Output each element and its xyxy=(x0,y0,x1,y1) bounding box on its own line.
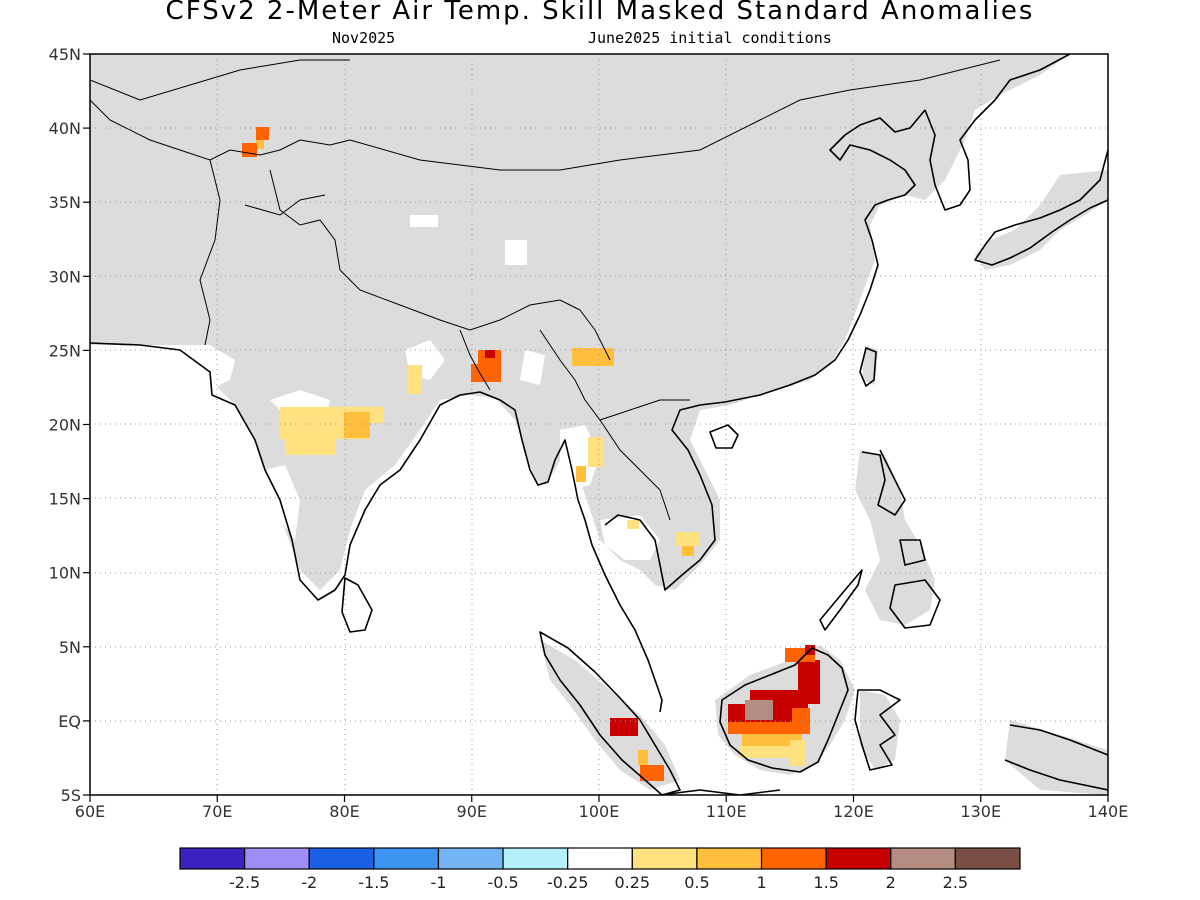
x-tick-label: 110E xyxy=(706,802,747,821)
y-tick-label: 10N xyxy=(49,564,81,583)
colorbar-swatch xyxy=(567,847,633,870)
colorbar-swatch xyxy=(954,847,1021,870)
country-borders xyxy=(90,59,1001,521)
colorbar-swatch xyxy=(179,847,246,870)
coastlines xyxy=(90,54,1108,795)
colorbar-swatch xyxy=(437,847,504,870)
colorbar-swatch xyxy=(696,847,763,870)
x-axis: 60E 70E 80E 90E 100E 110E 120E 130E 140E xyxy=(75,795,1129,821)
x-tick-label: 120E xyxy=(833,802,874,821)
colorbar-label: 1 xyxy=(756,873,766,892)
y-tick-label: 20N xyxy=(49,416,81,435)
y-tick-label: 15N xyxy=(49,490,81,509)
anomaly-cells xyxy=(242,127,820,781)
masked-land-newguinea xyxy=(1005,720,1108,795)
unmasked-gap xyxy=(90,345,235,390)
unmasked-gap xyxy=(265,465,300,540)
y-axis: 45N 40N 35N 30N 25N 20N 15N 10N 5N EQ 5S xyxy=(49,45,90,805)
colorbar-swatch xyxy=(308,847,375,870)
masked-land-sulawesi xyxy=(860,690,900,770)
x-tick-label: 80E xyxy=(329,802,359,821)
colorbar-swatch xyxy=(502,847,569,870)
colorbar-label: -2.5 xyxy=(229,873,260,892)
unmasked-gap xyxy=(410,215,438,227)
colorbar-label: 2.5 xyxy=(943,873,968,892)
colorbar-swatch xyxy=(825,847,892,870)
x-tick-label: 60E xyxy=(75,802,105,821)
colorbar-label: 1.5 xyxy=(813,873,838,892)
colorbar-swatch xyxy=(890,847,956,870)
y-tick-label: 5S xyxy=(61,786,81,805)
y-tick-label: 35N xyxy=(49,193,81,212)
init-conditions-label: June2025 initial conditions xyxy=(588,29,832,47)
masked-land-japan xyxy=(975,170,1108,270)
y-tick-label: 40N xyxy=(49,119,81,138)
colorbar-label: 0.5 xyxy=(684,873,709,892)
graticule xyxy=(90,54,1108,795)
map-plot-area xyxy=(90,54,1108,795)
y-tick-label: EQ xyxy=(58,712,81,731)
y-tick-label: 25N xyxy=(49,341,81,360)
masked-land-mainland xyxy=(90,54,1070,590)
x-tick-label: 130E xyxy=(960,802,1001,821)
colorbar-label: 0.25 xyxy=(614,873,650,892)
unmasked-gap xyxy=(520,350,545,385)
y-tick-label: 30N xyxy=(49,267,81,286)
x-tick-label: 100E xyxy=(579,802,620,821)
map-title: CFSv2 2-Meter Air Temp. Skill Masked Sta… xyxy=(165,0,1035,26)
colorbar: -2.5 -2 -1.5 -1 -0.5 -0.25 0.25 0.5 1 1.5 2 2.5 xyxy=(179,847,1021,892)
colorbar-swatch xyxy=(244,847,310,870)
unmasked-gap xyxy=(505,240,527,265)
y-tick-label: 5N xyxy=(59,638,81,657)
x-tick-label: 70E xyxy=(202,802,232,821)
colorbar-swatch xyxy=(760,847,827,870)
colorbar-label: 2 xyxy=(886,873,896,892)
y-tick-label: 45N xyxy=(49,45,81,64)
x-tick-label: 90E xyxy=(457,802,487,821)
x-tick-label: 140E xyxy=(1088,802,1129,821)
colorbar-label: -1 xyxy=(430,873,446,892)
colorbar-label: -1.5 xyxy=(358,873,389,892)
target-month-label: Nov2025 xyxy=(332,29,396,47)
colorbar-swatch xyxy=(373,847,440,870)
colorbar-label: -0.5 xyxy=(487,873,518,892)
colorbar-swatch xyxy=(631,847,698,870)
colorbar-label: -0.25 xyxy=(547,873,588,892)
colorbar-label: -2 xyxy=(301,873,317,892)
